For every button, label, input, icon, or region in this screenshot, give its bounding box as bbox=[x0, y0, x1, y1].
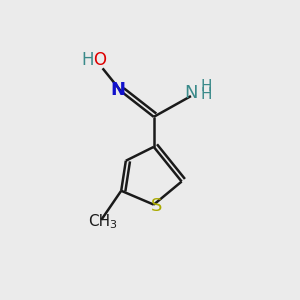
Text: CH: CH bbox=[88, 214, 110, 230]
Text: 3: 3 bbox=[109, 220, 116, 230]
Text: S: S bbox=[151, 197, 162, 215]
Text: N: N bbox=[184, 84, 198, 102]
Text: H: H bbox=[200, 87, 212, 102]
Text: H: H bbox=[200, 79, 212, 94]
Text: O: O bbox=[93, 51, 106, 69]
Text: N: N bbox=[110, 81, 125, 99]
Text: H: H bbox=[81, 51, 94, 69]
